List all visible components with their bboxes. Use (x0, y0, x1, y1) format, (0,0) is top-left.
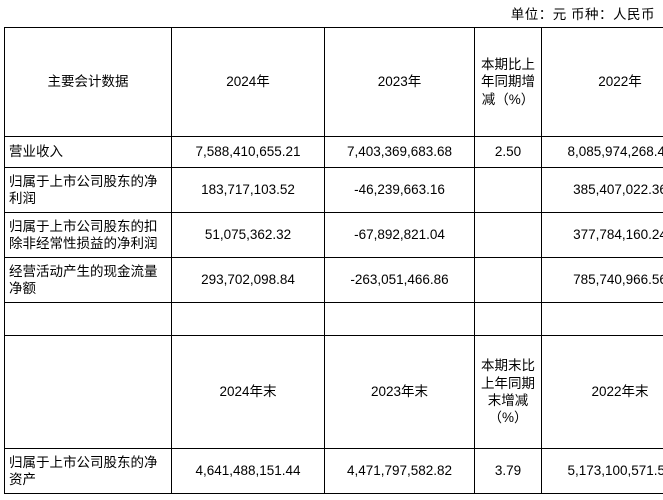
row-label-net-profit-deducting-nonrecurring: 归属于上市公司股东的扣除非经常性损益的净利润 (4, 212, 172, 258)
table-row: 经营活动产生的现金流量净额 293,702,098.84 -263,051,46… (4, 257, 663, 303)
row-label-continuation (4, 302, 172, 336)
cell-2022: 8,085,974,268.48 (541, 136, 663, 168)
cell-2022: 385,407,022.36 (541, 167, 663, 213)
cell-pct (474, 167, 542, 213)
cell-2023: -46,239,663.16 (324, 167, 475, 213)
cell-pct: 3.79 (474, 448, 542, 494)
cell-pct (474, 212, 542, 258)
header-cell-main-accounting-data: 主要会计数据 (4, 27, 172, 137)
header2-cell-2022-end: 2022年末 (541, 335, 663, 449)
header-cell-yoy-change: 本期比上年同期增减（%） (474, 27, 542, 137)
table-header-row-period-end: 2024年末 2023年末 本期末比上年同期末增减（%） 2022年末 (4, 335, 663, 449)
cell-pct (474, 257, 542, 303)
row-label-net-profit-attributable: 归属于上市公司股东的净利润 (4, 167, 172, 213)
cell-2022: 785,740,966.56 (541, 257, 663, 303)
row-label-operating-revenue: 营业收入 (4, 136, 172, 168)
cell-2022 (541, 302, 663, 336)
table-row-spacer (4, 302, 663, 336)
table-row: 归属于上市公司股东的净资产 4,641,488,151.44 4,471,797… (4, 448, 663, 494)
table-row: 归属于上市公司股东的扣除非经常性损益的净利润 51,075,362.32 -67… (4, 212, 663, 258)
cell-2022: 377,784,160.24 (541, 212, 663, 258)
cell-2024: 7,588,410,655.21 (171, 136, 325, 168)
cell-2023: 7,403,369,683.68 (324, 136, 475, 168)
header2-cell-2023-end: 2023年末 (324, 335, 475, 449)
unit-currency-note: 单位：元 币种：人民币 (510, 7, 655, 22)
cell-2024: 51,075,362.32 (171, 212, 325, 258)
cell-2024: 293,702,098.84 (171, 257, 325, 303)
header-cell-2022: 2022年 (541, 27, 663, 137)
row-label-net-assets-attributable: 归属于上市公司股东的净资产 (4, 448, 172, 494)
cell-2024 (171, 302, 325, 336)
cell-2022: 5,173,100,571.56 (541, 448, 663, 494)
row-label-operating-cashflow: 经营活动产生的现金流量净额 (4, 257, 172, 303)
financial-data-table: 主要会计数据 2024年 2023年 本期比上年同期增减（%） 2022年 营业… (4, 27, 663, 494)
header-cell-2024: 2024年 (171, 27, 325, 137)
cell-2024: 4,641,488,151.44 (171, 448, 325, 494)
table-header-row: 主要会计数据 2024年 2023年 本期比上年同期增减（%） 2022年 (4, 27, 663, 137)
cell-2023 (324, 302, 475, 336)
header2-cell-2024-end: 2024年末 (171, 335, 325, 449)
header-cell-2023: 2023年 (324, 27, 475, 137)
cell-2024: 183,717,103.52 (171, 167, 325, 213)
cell-2023: -263,051,466.86 (324, 257, 475, 303)
header2-cell-empty (4, 335, 172, 449)
table-row: 归属于上市公司股东的净利润 183,717,103.52 -46,239,663… (4, 167, 663, 213)
cell-2023: 4,471,797,582.82 (324, 448, 475, 494)
table-row: 营业收入 7,588,410,655.21 7,403,369,683.68 2… (4, 136, 663, 168)
cell-pct: 2.50 (474, 136, 542, 168)
cell-pct (474, 302, 542, 336)
header2-cell-yoy-change: 本期末比上年同期末增减（%） (474, 335, 542, 449)
cell-2023: -67,892,821.04 (324, 212, 475, 258)
